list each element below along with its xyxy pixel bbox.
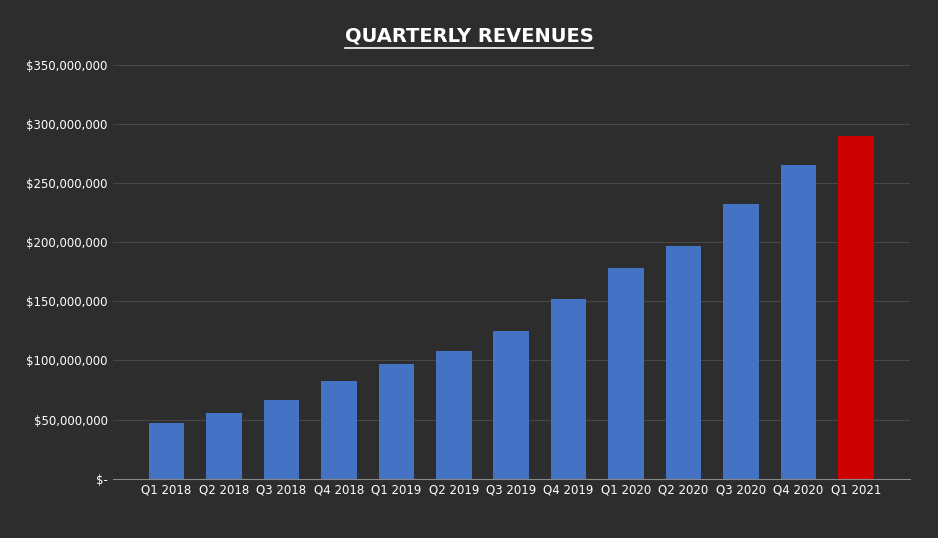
Bar (321, 380, 356, 479)
Bar (493, 331, 529, 479)
Bar (666, 246, 702, 479)
Bar (551, 299, 586, 479)
Bar (608, 268, 643, 479)
Bar (838, 136, 873, 479)
Text: QUARTERLY REVENUES: QUARTERLY REVENUES (344, 27, 594, 46)
Bar (264, 400, 299, 479)
Bar (723, 204, 759, 479)
Bar (436, 351, 472, 479)
Bar (206, 413, 242, 479)
Bar (379, 364, 415, 479)
Bar (780, 165, 816, 479)
Bar (149, 423, 185, 479)
